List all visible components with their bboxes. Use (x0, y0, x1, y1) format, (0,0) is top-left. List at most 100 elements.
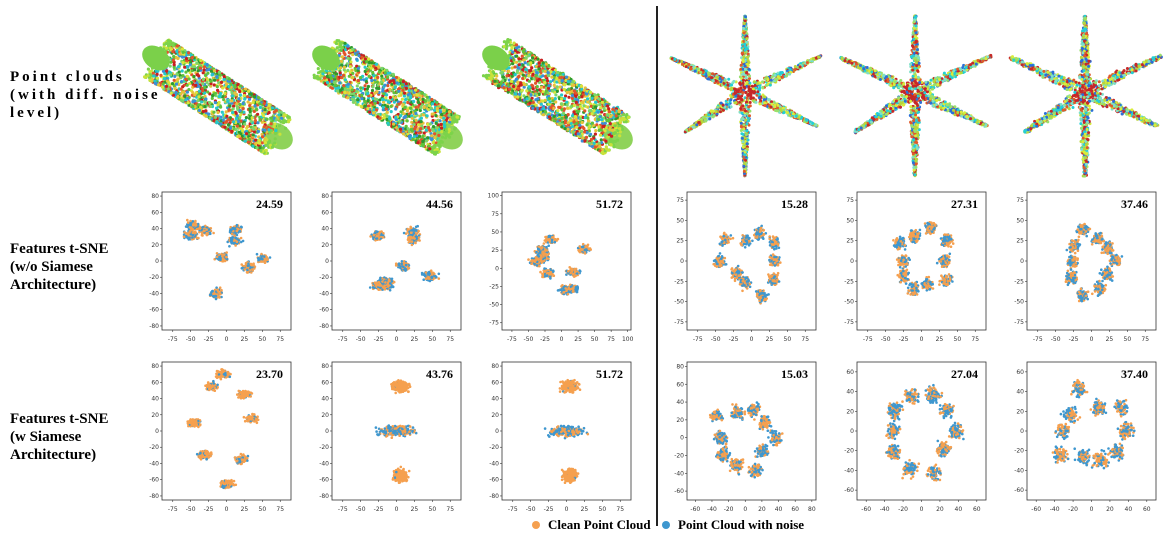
x-tick-label: 50 (784, 336, 792, 343)
y-tick-label: -60 (319, 477, 329, 484)
tsne-panel-without-siamese-2: -75 -50 -25 0 25 50 75 80 60 40 20 0 -20 -40 -60 -80 44.… (310, 188, 465, 344)
y-tick-label: -50 (489, 302, 499, 309)
x-tick-label: -25 (374, 506, 384, 513)
x-tick-label: 80 (808, 506, 816, 513)
plot-frame (686, 191, 817, 331)
x-tick-label: 40 (775, 506, 783, 513)
x-tick-label: 0 (565, 506, 569, 513)
y-tick-label: -60 (1014, 487, 1024, 494)
x-tick-label: -60 (861, 506, 871, 513)
tsne-panel-without-siamese-6: -75 -50 -25 0 25 50 75 75 50 25 0 -25 -50 -75 37.46 (1005, 188, 1160, 344)
y-tick-label: 0 (850, 428, 854, 435)
x-tick-label: -50 (356, 506, 366, 513)
y-tick-label: -60 (489, 477, 499, 484)
y-tick-label: -75 (674, 319, 684, 326)
x-tick-label: 25 (411, 506, 419, 513)
score-label: 27.31 (951, 197, 978, 211)
score-label: 15.03 (781, 367, 808, 381)
y-tick-label: 40 (151, 396, 159, 403)
x-tick-label: -75 (863, 336, 873, 343)
point-cloud-cylinder-1 (140, 28, 300, 196)
y-tick-label: -20 (319, 274, 329, 281)
y-tick-label: -20 (489, 444, 499, 451)
tsne-panel-with-siamese-2: -75 -50 -25 0 25 50 75 80 60 40 20 0 -20 -40 -60 -80 43.… (310, 358, 465, 514)
tsne-panel-with-siamese-1: -75 -50 -25 0 25 50 75 80 60 40 20 0 -20 -40 -60 -80 23.… (140, 358, 295, 514)
x-tick-label: -25 (374, 336, 384, 343)
y-tick-label: 60 (676, 381, 684, 388)
x-tick-label: -75 (168, 336, 178, 343)
y-tick-label: 100 (488, 193, 500, 200)
y-tick-label: -50 (844, 299, 854, 306)
x-tick-label: -60 (1031, 506, 1041, 513)
x-tick-label: 50 (591, 336, 599, 343)
point-cloud-cylinder-2 (310, 28, 470, 196)
y-tick-label: 60 (321, 379, 329, 386)
y-tick-label: 0 (680, 435, 684, 442)
plot-frame (686, 361, 817, 501)
x-tick-label: 75 (276, 336, 284, 343)
x-tick-label: 0 (225, 336, 229, 343)
y-tick-label: -80 (319, 493, 329, 500)
y-tick-label: 50 (676, 217, 684, 224)
row-label-tsne-with-siamese: Features t-SNE (w Siamese Architecture) (10, 410, 108, 464)
y-tick-label: -60 (844, 487, 854, 494)
x-tick-label: -75 (168, 506, 178, 513)
y-tick-label: -80 (149, 323, 159, 330)
x-tick-label: 0 (750, 336, 754, 343)
score-label: 15.28 (781, 197, 808, 211)
row-label-point-clouds: Point clouds (with diff. noise level) (10, 68, 161, 122)
x-tick-label: 25 (574, 336, 582, 343)
y-tick-label: 20 (151, 412, 159, 419)
legend-noisy: Point Cloud with noise (662, 517, 804, 533)
legend-noisy-label: Point Cloud with noise (678, 517, 804, 533)
x-tick-label: -50 (356, 336, 366, 343)
y-tick-label: 60 (1016, 369, 1024, 376)
x-tick-label: 20 (1106, 506, 1114, 513)
y-tick-label: 75 (846, 197, 854, 204)
x-tick-label: -40 (880, 506, 890, 513)
x-tick-label: -25 (204, 506, 214, 513)
legend-clean-label: Clean Point Cloud (548, 517, 651, 533)
plot-frame (856, 361, 987, 501)
x-tick-label: -20 (1068, 506, 1078, 513)
x-tick-label: -60 (690, 506, 700, 513)
y-tick-label: -75 (489, 320, 499, 327)
y-tick-label: 20 (321, 242, 329, 249)
x-tick-label: -20 (898, 506, 908, 513)
score-label: 27.04 (951, 367, 978, 381)
tsne-panel-with-siamese-3: -75 -50 -25 0 25 50 75 80 60 40 20 0 -20 -40 -60 -80 51.… (480, 358, 635, 514)
x-tick-label: -75 (338, 506, 348, 513)
y-tick-label: 0 (495, 428, 499, 435)
x-tick-label: 0 (920, 336, 924, 343)
legend-clean: Clean Point Cloud (532, 517, 651, 533)
x-tick-label: 75 (801, 336, 809, 343)
x-tick-label: -40 (707, 506, 717, 513)
score-label: 51.72 (596, 367, 623, 381)
y-tick-label: 40 (1016, 389, 1024, 396)
y-tick-label: 20 (676, 417, 684, 424)
y-tick-label: 40 (846, 389, 854, 396)
score-label: 37.46 (1121, 197, 1148, 211)
y-tick-label: 20 (151, 242, 159, 249)
x-tick-label: 25 (1106, 336, 1114, 343)
x-tick-label: 50 (259, 506, 267, 513)
y-tick-label: 0 (850, 258, 854, 265)
x-tick-label: -25 (899, 336, 909, 343)
score-label: 24.59 (256, 197, 283, 211)
x-tick-label: 50 (429, 506, 437, 513)
y-tick-label: 20 (321, 412, 329, 419)
tsne-panel-without-siamese-5: -75 -50 -25 0 25 50 75 75 50 25 0 -25 -50 -75 27.31 (835, 188, 990, 344)
y-tick-label: 80 (321, 193, 329, 200)
y-tick-label: 75 (491, 211, 499, 218)
y-tick-label: -50 (1014, 299, 1024, 306)
y-tick-label: 20 (491, 412, 499, 419)
y-tick-label: -40 (489, 460, 499, 467)
y-tick-label: -40 (674, 470, 684, 477)
y-tick-label: -20 (149, 274, 159, 281)
y-tick-label: 80 (491, 363, 499, 370)
x-tick-label: 50 (599, 506, 607, 513)
x-tick-label: -25 (1069, 336, 1079, 343)
y-tick-label: -20 (149, 444, 159, 451)
y-tick-label: 60 (846, 369, 854, 376)
x-tick-label: -75 (1033, 336, 1043, 343)
